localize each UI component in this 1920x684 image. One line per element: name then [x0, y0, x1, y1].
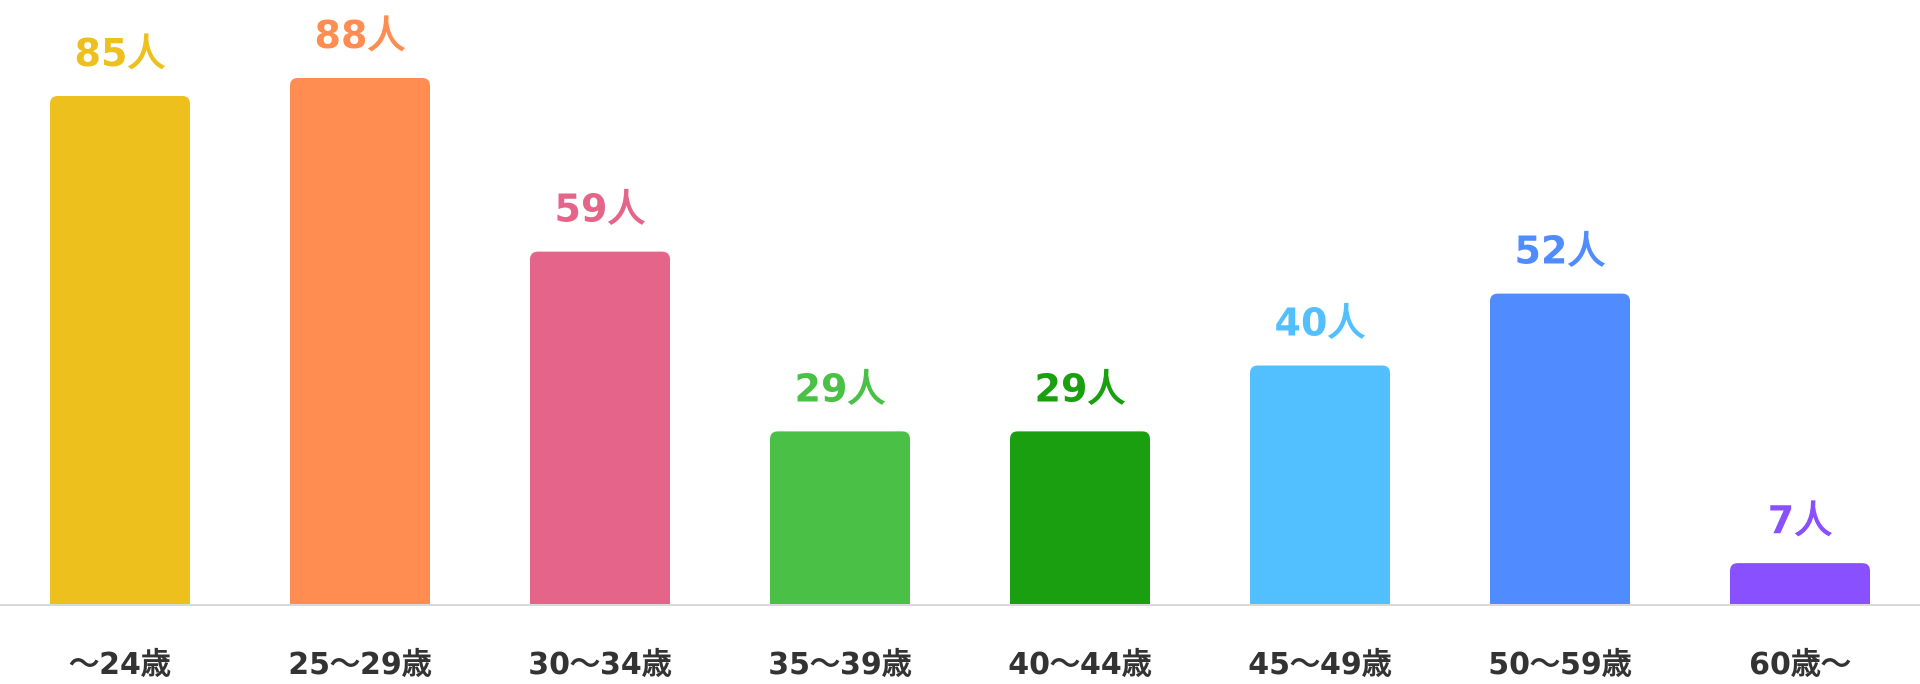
- data-label-6: 52人: [1515, 229, 1606, 273]
- category-label-0: 〜24歳: [69, 647, 171, 682]
- data-label-2: 59人: [555, 187, 646, 231]
- data-label-4: 29人: [1035, 366, 1126, 410]
- data-label-5: 40人: [1275, 300, 1366, 344]
- bar-2: [530, 251, 670, 605]
- data-label-0: 85人: [75, 31, 166, 75]
- data-label-1: 88人: [315, 13, 406, 57]
- category-label-5: 45〜49歳: [1248, 647, 1392, 682]
- category-label-6: 50〜59歳: [1488, 647, 1632, 682]
- data-label-7: 7人: [1768, 498, 1832, 542]
- category-label-2: 30〜34歳: [528, 647, 672, 682]
- labels-layer: 85人〜24歳 88人 25〜29歳 59人 30〜34歳 29人 35〜39歳 29人 40〜…: [69, 13, 1851, 682]
- category-label-7: 60歳〜: [1749, 647, 1851, 682]
- category-label-3: 35〜39歳: [768, 647, 912, 682]
- data-label-3: 29人: [795, 366, 886, 410]
- category-label-4: 40〜44歳: [1008, 647, 1152, 682]
- bars-layer: [50, 78, 1870, 605]
- bar-1: [290, 78, 430, 605]
- bar-7: [1730, 563, 1870, 605]
- bar-5: [1250, 365, 1390, 605]
- bar-4: [1010, 431, 1150, 605]
- category-label-1: 25〜29歳: [288, 647, 432, 682]
- bar-3: [770, 431, 910, 605]
- bar-6: [1490, 293, 1630, 605]
- bar-0: [50, 95, 190, 605]
